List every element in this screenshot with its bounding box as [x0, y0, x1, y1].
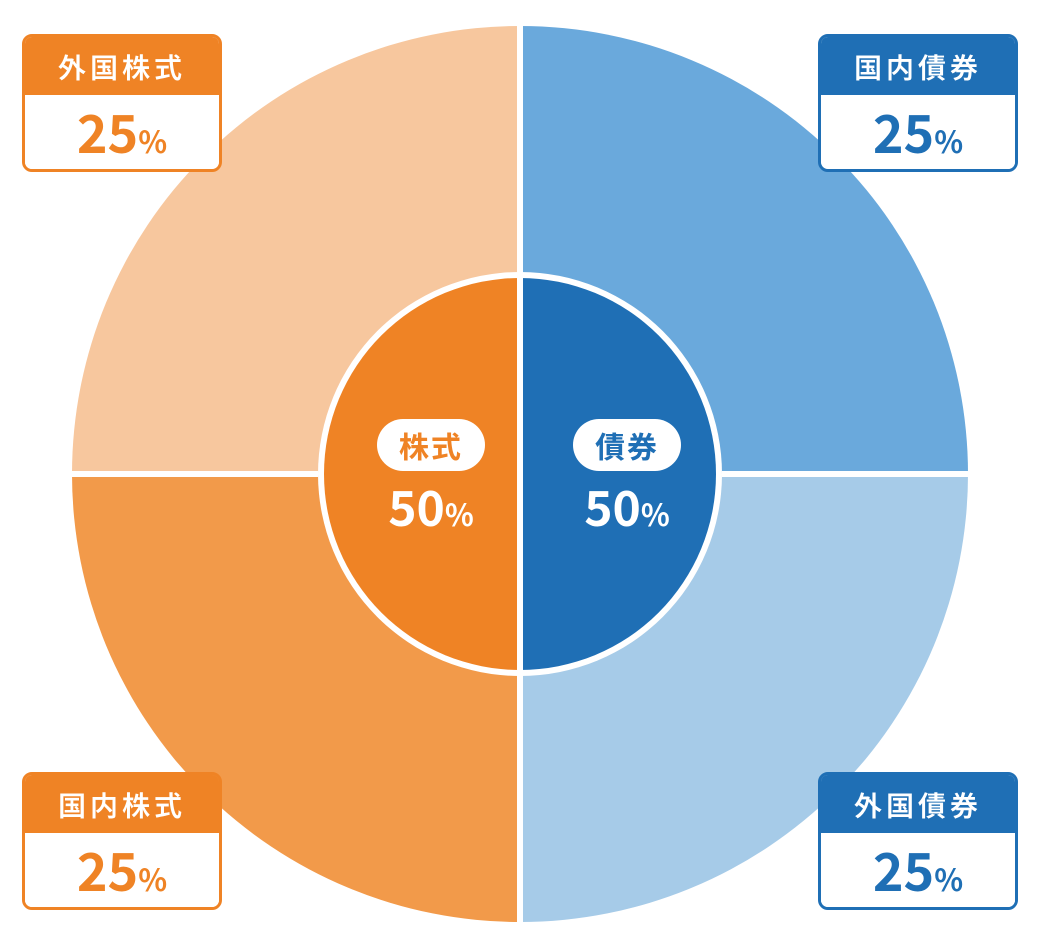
callout-foreign-bonds-title: 外国債券 [821, 775, 1015, 833]
center-bonds-unit: % [641, 491, 670, 535]
separator-horizontal-left [72, 471, 318, 477]
center-pill-stocks: 株式 [377, 419, 485, 471]
callout-domestic-stocks-title: 国内株式 [25, 775, 219, 833]
callout-domestic-bonds-title: 国内債券 [821, 37, 1015, 95]
separator-horizontal-right [722, 471, 968, 477]
center-pct-bonds: 50% [538, 481, 716, 529]
callout-foreign-stocks-body: 25% [25, 95, 219, 169]
callout-foreign-stocks-title: 外国株式 [25, 37, 219, 95]
callout-domestic-stocks-value: 25 [77, 831, 138, 906]
center-stocks-unit: % [445, 491, 474, 535]
callout-foreign-stocks: 外国株式 25% [22, 34, 222, 172]
callout-domestic-bonds-body: 25% [821, 95, 1015, 169]
callout-domestic-bonds-unit: % [934, 118, 963, 162]
callout-foreign-bonds-unit: % [934, 856, 963, 900]
center-pill-bonds: 債券 [573, 419, 681, 471]
center-label-stocks: 株式 50% [342, 419, 520, 529]
callout-foreign-stocks-value: 25 [77, 93, 138, 168]
callout-foreign-stocks-unit: % [138, 118, 167, 162]
callout-foreign-bonds: 外国債券 25% [818, 772, 1018, 910]
callout-domestic-bonds: 国内債券 25% [818, 34, 1018, 172]
callout-domestic-stocks-unit: % [138, 856, 167, 900]
callout-domestic-stocks-body: 25% [25, 833, 219, 907]
center-stocks-value: 50 [388, 470, 445, 540]
callout-domestic-bonds-value: 25 [873, 93, 934, 168]
callout-domestic-stocks: 国内株式 25% [22, 772, 222, 910]
callout-foreign-bonds-body: 25% [821, 833, 1015, 907]
center-label-bonds: 債券 50% [520, 419, 716, 529]
center-pct-stocks: 50% [342, 481, 520, 529]
callout-foreign-bonds-value: 25 [873, 831, 934, 906]
center-bonds-value: 50 [584, 470, 641, 540]
allocation-chart: 外国株式 25% 国内債券 25% 国内株式 25% 外国債券 25% 株式 5… [0, 0, 1040, 948]
